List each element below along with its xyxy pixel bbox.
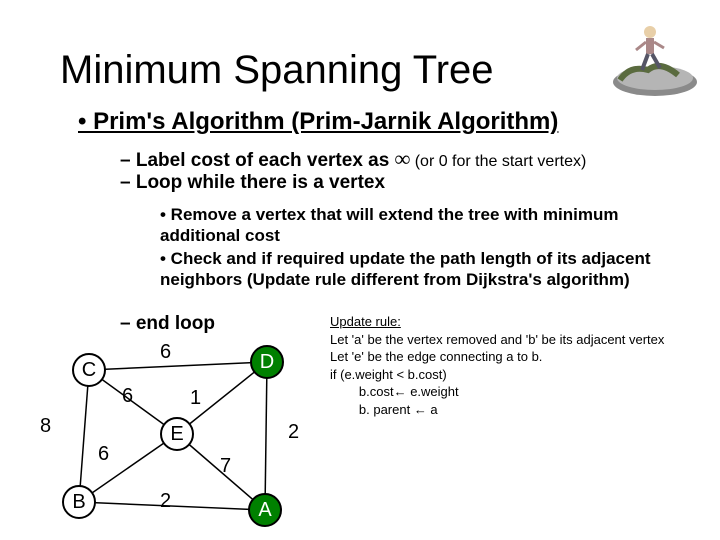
bullet-sub-1: – Label cost of each vertex as ∞ (or 0 f… (120, 146, 586, 172)
bullet-sub-2: – Loop while there is a vertex (120, 172, 385, 194)
update-rule-box: Update rule: Let 'a' be the vertex remov… (330, 313, 664, 418)
bullet-sub2b: • Check and if required update the path … (160, 248, 680, 291)
edge-weight: 8 (40, 415, 51, 438)
edge-weight: 6 (98, 443, 109, 466)
graph-diagram: 66816722CDEBA (30, 335, 350, 535)
update-l2: Let 'e' be the edge connecting a to b. (330, 349, 542, 364)
graph-node-C: C (72, 353, 106, 387)
sub1-prefix: – Label cost of each vertex as (120, 150, 395, 171)
graph-node-E: E (160, 417, 194, 451)
sub1-suffix: (or 0 for the start vertex) (410, 153, 586, 170)
page-title: Minimum Spanning Tree (60, 48, 494, 93)
edge-weight: 6 (160, 341, 171, 364)
graph-node-A: A (248, 493, 282, 527)
bullet-main-text: • Prim's Algorithm (Prim-Jarnik Algorith… (78, 108, 558, 135)
update-l1: Let 'a' be the vertex removed and 'b' be… (330, 332, 664, 347)
edge-weight: 6 (122, 385, 133, 408)
update-rule-title: Update rule: (330, 314, 401, 329)
edge-weight: 1 (190, 387, 201, 410)
bullet-main: • Prim's Algorithm (Prim-Jarnik Algorith… (78, 108, 558, 136)
bullet-end: – end loop (120, 313, 215, 335)
edge-weight: 2 (288, 421, 299, 444)
edge-weight: 7 (220, 455, 231, 478)
walker-clipart (600, 20, 700, 100)
graph-node-B: B (62, 485, 96, 519)
infinity-symbol: ∞ (395, 146, 411, 171)
graph-node-D: D (250, 345, 284, 379)
bullet-sub2a: • Remove a vertex that will extend the t… (160, 204, 680, 247)
edge-weight: 2 (160, 490, 171, 513)
